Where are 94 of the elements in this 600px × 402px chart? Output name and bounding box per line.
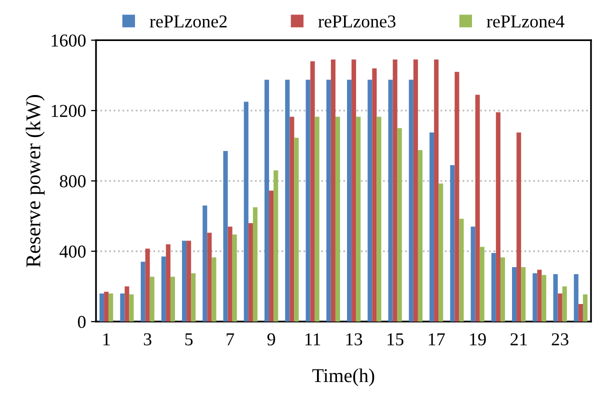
bar: [120, 293, 125, 322]
x-tick-label: 3: [144, 333, 152, 346]
bar: [347, 80, 352, 322]
bar: [223, 151, 228, 322]
bar: [470, 226, 476, 322]
bar: [454, 72, 460, 322]
bar: [356, 116, 361, 322]
bar: [244, 102, 248, 322]
bar: [264, 80, 270, 322]
bar: [475, 94, 480, 322]
bar: [170, 276, 175, 322]
bar: [161, 256, 166, 322]
bar: [228, 226, 232, 322]
bar: [274, 170, 278, 322]
bar: [248, 223, 253, 322]
bar: [124, 286, 130, 322]
bar: [186, 240, 192, 322]
bar: [408, 80, 414, 322]
bar: [207, 232, 212, 322]
bar: [232, 234, 237, 322]
bar: [500, 257, 505, 322]
y-tick-label: 1600: [52, 34, 86, 47]
bar: [512, 267, 517, 322]
bar: [558, 293, 562, 322]
bar: [553, 274, 558, 322]
bar: [252, 207, 258, 322]
x-tick-label: 5: [185, 333, 193, 346]
y-tick-label: 800: [60, 175, 86, 188]
y-tick-label: 400: [60, 246, 86, 258]
y-axis-title: Reserve power (kW): [26, 95, 45, 268]
bar: [108, 293, 114, 322]
x-tick-label: 21: [510, 333, 527, 346]
bar: [368, 80, 372, 322]
bar: [352, 60, 356, 322]
bar: [372, 68, 377, 322]
x-tick-label: 19: [470, 333, 486, 346]
y-tick-label: 0: [78, 316, 86, 328]
bar: [542, 274, 546, 322]
bar: [100, 293, 104, 322]
bar: [450, 165, 455, 322]
bar: [480, 246, 484, 322]
bar: [182, 240, 187, 322]
bar: [140, 262, 146, 322]
bar: [306, 80, 310, 322]
bar: [104, 292, 109, 322]
x-tick-label: 23: [552, 333, 568, 346]
bar: [294, 138, 299, 322]
bar: [290, 116, 294, 322]
bar: [521, 267, 526, 322]
bar: [459, 218, 464, 322]
x-tick-label: 13: [346, 333, 362, 346]
legend-label: rePLzone2: [150, 15, 227, 28]
bar: [413, 60, 418, 322]
bar: [418, 150, 422, 322]
bar: [516, 132, 522, 322]
bar: [330, 60, 336, 322]
y-tick-label: 1200: [52, 104, 86, 117]
bar: [574, 274, 578, 322]
x-tick-label: 1: [103, 333, 110, 346]
x-tick-label: 17: [428, 333, 445, 346]
legend-label: rePLzone4: [486, 15, 564, 28]
bar: [578, 304, 583, 322]
x-axis-title: Time(h): [312, 368, 374, 386]
bar: [326, 80, 331, 322]
bar: [202, 206, 208, 322]
bar: [269, 190, 274, 322]
bar: [438, 184, 444, 322]
bar: [166, 244, 170, 322]
bar: [532, 273, 538, 322]
bar: [129, 294, 134, 322]
bar: [392, 60, 398, 322]
bar: [388, 80, 393, 322]
bar: [335, 116, 340, 322]
bar: [150, 276, 154, 322]
bar: [145, 248, 150, 322]
bar: [582, 294, 588, 322]
x-tick-label: 7: [226, 333, 234, 346]
bar: [310, 61, 315, 322]
legend-label: rePLzone3: [318, 15, 396, 28]
bar: [191, 273, 196, 322]
x-tick-label: 9: [267, 333, 276, 346]
x-tick-label: 11: [305, 333, 320, 346]
bar: [285, 80, 290, 322]
bar: [376, 116, 382, 322]
bar: [496, 112, 500, 322]
bar: [434, 60, 439, 322]
bar: [314, 116, 320, 322]
bar: [491, 253, 496, 322]
bar: [430, 132, 434, 322]
bar: [562, 286, 567, 322]
bar: [397, 128, 402, 322]
bar: [212, 257, 216, 322]
x-tick-label: 15: [388, 333, 404, 346]
bar: [537, 270, 542, 322]
